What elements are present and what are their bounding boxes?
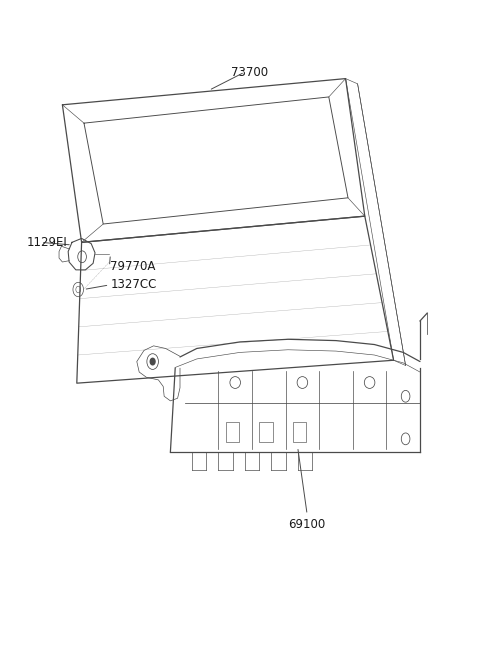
Bar [259, 422, 273, 442]
Text: 79770A: 79770A [110, 260, 156, 273]
Circle shape [150, 358, 155, 365]
Text: 1129EI: 1129EI [26, 236, 67, 249]
Bar [293, 422, 306, 442]
Text: 73700: 73700 [231, 66, 268, 79]
Text: 69100: 69100 [288, 517, 326, 531]
Bar [226, 422, 239, 442]
Text: 1327CC: 1327CC [110, 278, 157, 291]
